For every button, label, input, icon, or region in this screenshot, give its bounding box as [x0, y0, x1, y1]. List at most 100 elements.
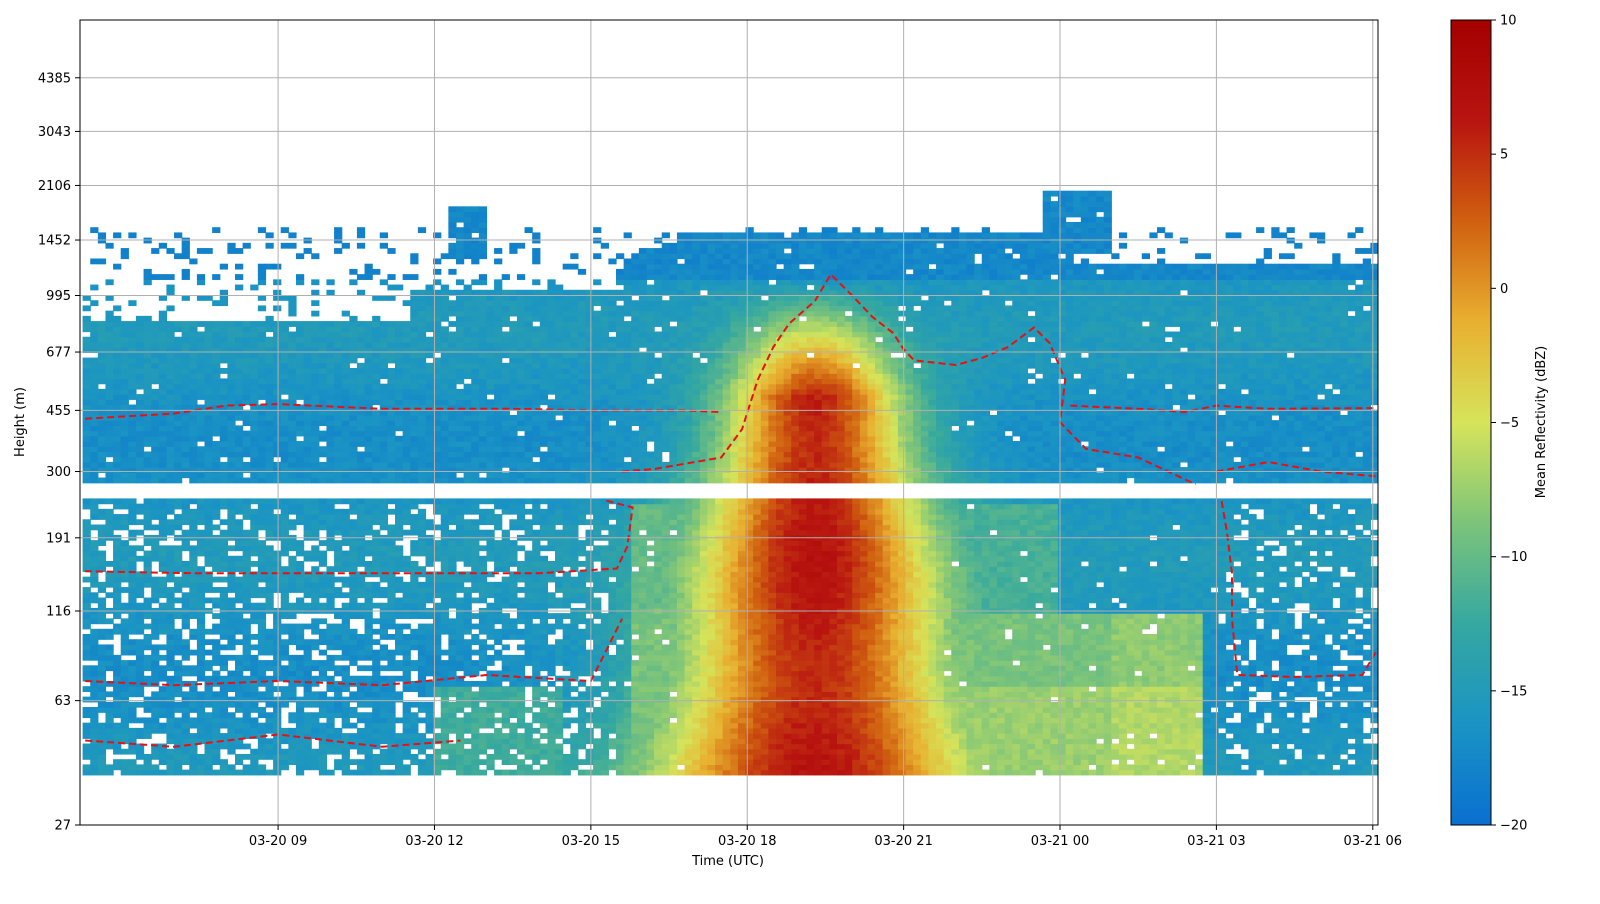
heatmap-cell: [478, 451, 488, 458]
heatmap-cell: [524, 602, 533, 609]
heatmap-cell: [158, 477, 168, 484]
heatmap-cell: [516, 305, 526, 312]
heatmap-cell: [257, 362, 267, 369]
heatmap-cell: [501, 670, 510, 677]
heatmap-cell: [174, 707, 183, 713]
heatmap-cell: [341, 420, 350, 426]
heatmap-cell: [288, 467, 297, 473]
heatmap-cell: [494, 258, 503, 265]
heatmap-cell: [82, 461, 91, 468]
heatmap-cell: [402, 378, 411, 385]
heatmap-cell: [478, 717, 488, 724]
heatmap-cell: [143, 696, 152, 703]
heatmap-cell: [135, 508, 145, 515]
heatmap-cell: [97, 508, 107, 515]
heatmap-cell: [349, 456, 358, 463]
heatmap-cell: [105, 524, 114, 531]
heatmap-cell: [280, 524, 289, 531]
heatmap-cell: [402, 383, 411, 390]
heatmap-cell: [143, 581, 152, 588]
heatmap-cell: [417, 399, 427, 406]
heatmap-cell: [379, 295, 388, 301]
heatmap-cell: [242, 764, 251, 771]
heatmap-cell: [372, 321, 381, 327]
heatmap-cell: [128, 581, 137, 588]
heatmap-cell: [402, 388, 411, 395]
heatmap-cell: [174, 430, 183, 437]
heatmap-cell: [143, 378, 152, 385]
heatmap-cell: [242, 634, 251, 640]
heatmap-cell: [524, 654, 533, 661]
heatmap-cell: [341, 686, 350, 692]
heatmap-cell: [120, 686, 129, 692]
heatmap-cell: [387, 738, 396, 745]
heatmap-cell: [105, 409, 114, 416]
heatmap-cell: [181, 733, 190, 739]
heatmap-cell: [273, 764, 282, 771]
heatmap-cell: [212, 388, 221, 395]
heatmap-cell: [539, 430, 549, 437]
heatmap-cell: [250, 660, 259, 666]
heatmap-cell: [151, 498, 160, 505]
heatmap-cell: [219, 409, 228, 416]
heatmap-cell: [135, 414, 145, 421]
heatmap-cell: [455, 717, 465, 724]
heatmap-cell: [547, 571, 556, 578]
heatmap-cell: [539, 545, 549, 552]
heatmap-cell: [501, 623, 510, 630]
heatmap-cell: [387, 743, 396, 750]
heatmap-cell: [235, 555, 244, 562]
heatmap-cell: [440, 597, 449, 604]
heatmap-cell: [158, 461, 168, 468]
heatmap-cell: [273, 289, 282, 296]
heatmap-cell: [204, 639, 213, 646]
heatmap-cell: [455, 368, 465, 374]
heatmap-cell: [242, 686, 251, 692]
heatmap-cell: [311, 383, 320, 390]
heatmap-cell: [97, 597, 107, 604]
heatmap-cell: [494, 733, 503, 739]
heatmap-cell: [562, 649, 571, 656]
heatmap-cell: [448, 654, 457, 661]
heatmap-cell: [547, 738, 556, 745]
heatmap-cell: [120, 467, 129, 473]
heatmap-cell: [433, 435, 442, 442]
heatmap-cell: [494, 456, 503, 463]
heatmap-cell: [311, 300, 320, 307]
heatmap-cell: [174, 639, 183, 646]
heatmap-cell: [463, 368, 472, 374]
heatmap-cell: [143, 753, 152, 760]
heatmap-cell: [212, 759, 221, 766]
heatmap-cell: [212, 404, 221, 411]
heatmap-cell: [250, 759, 259, 766]
heatmap-cell: [387, 717, 396, 724]
heatmap-cell: [356, 675, 366, 682]
heatmap-cell: [539, 628, 549, 635]
heatmap-cell: [433, 378, 442, 385]
heatmap-cell: [471, 425, 480, 432]
heatmap-cell: [547, 425, 556, 432]
heatmap-cell: [311, 368, 320, 374]
heatmap-cell: [90, 753, 99, 760]
heatmap-cell: [288, 639, 297, 646]
heatmap-cell: [364, 686, 373, 692]
heatmap-cell: [235, 362, 244, 369]
heatmap-cell: [539, 362, 549, 369]
heatmap-cell: [326, 357, 335, 364]
heatmap-cell: [280, 446, 289, 453]
heatmap-cell: [387, 394, 396, 400]
heatmap-cell: [196, 675, 206, 682]
heatmap-cell: [143, 665, 152, 672]
heatmap-cell: [433, 587, 442, 593]
heatmap-cell: [295, 519, 305, 526]
heatmap-cell: [379, 701, 388, 708]
heatmap-cell: [311, 660, 320, 666]
heatmap-cell: [516, 602, 526, 609]
heatmap-cell: [402, 701, 411, 708]
heatmap-cell: [250, 722, 259, 729]
heatmap-cell: [151, 331, 160, 338]
heatmap-cell: [257, 321, 267, 327]
heatmap-cell: [82, 618, 91, 625]
heatmap-cell: [562, 691, 571, 698]
heatmap-cell: [273, 628, 282, 635]
